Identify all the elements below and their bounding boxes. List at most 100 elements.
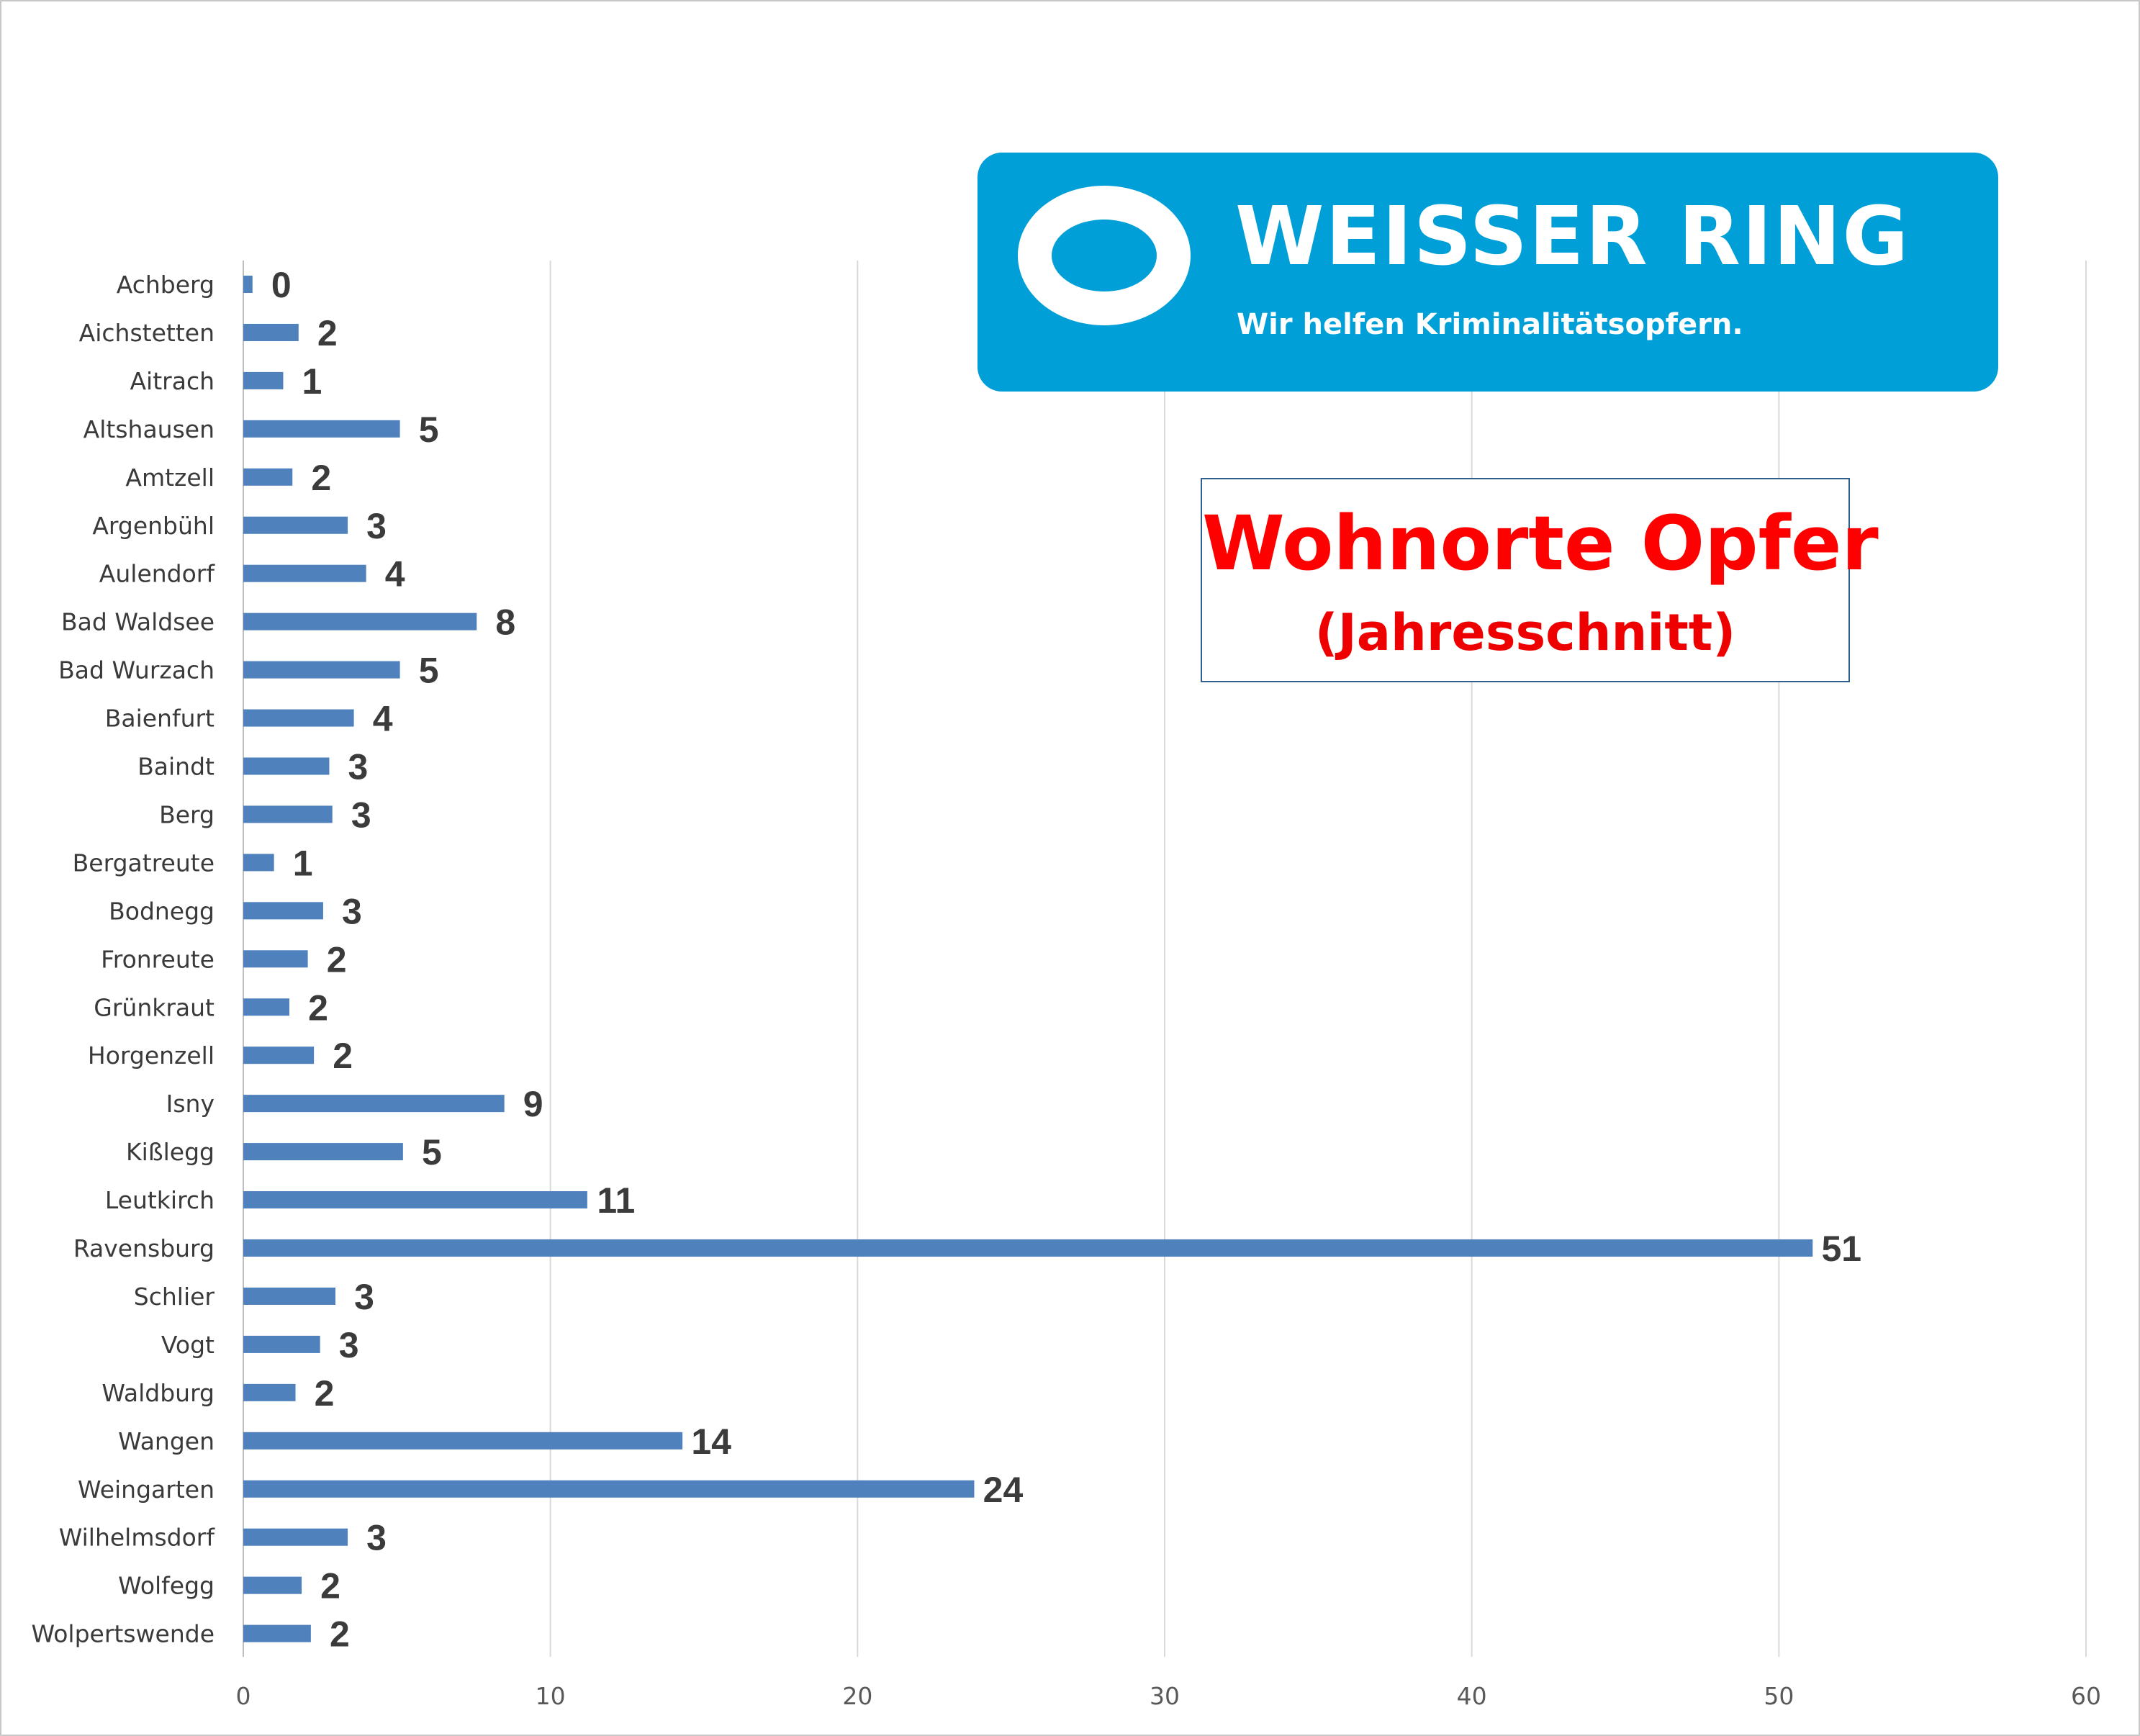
- bar: [243, 805, 333, 823]
- value-label: 3: [342, 891, 362, 931]
- category-label: Aitrach: [130, 367, 215, 395]
- value-label: 8: [495, 602, 515, 643]
- value-label: 2: [330, 1614, 350, 1655]
- value-label: 2: [315, 1373, 335, 1414]
- value-label: 3: [366, 1518, 387, 1558]
- bar: [243, 323, 299, 341]
- category-label: Wangen: [118, 1427, 215, 1455]
- category-label: Schlier: [134, 1283, 215, 1311]
- value-label: 4: [373, 699, 393, 739]
- category-label: Leutkirch: [105, 1186, 215, 1214]
- value-label: 4: [385, 554, 405, 595]
- value-label: 5: [419, 651, 439, 691]
- bar: [243, 854, 274, 872]
- value-label: 3: [354, 1277, 374, 1317]
- category-label: Baienfurt: [105, 705, 215, 733]
- category-label: Vogt: [161, 1331, 215, 1359]
- value-label: 0: [271, 265, 292, 305]
- category-label: Horgenzell: [88, 1041, 215, 1070]
- logo-tagline: Wir helfen Kriminalitätsopfern.: [1237, 308, 1743, 341]
- bar: [243, 1143, 403, 1161]
- bar: [243, 1239, 1813, 1257]
- value-label: 2: [333, 1036, 353, 1076]
- category-label: Isny: [166, 1090, 215, 1118]
- bar: [243, 1383, 296, 1401]
- category-label: Bad Waldsee: [61, 608, 215, 636]
- category-label: Aulendorf: [99, 560, 216, 588]
- value-label: 2: [308, 987, 328, 1028]
- category-label: Baindt: [137, 753, 215, 781]
- category-label: Ravensburg: [73, 1234, 215, 1262]
- ring-icon: [1018, 186, 1191, 325]
- category-label: Argenbühl: [92, 512, 215, 540]
- value-label: 3: [339, 1325, 359, 1365]
- weisser-ring-logo: WEISSER RING Wir helfen Kriminalitätsopf…: [978, 153, 1998, 392]
- bar: [243, 1095, 505, 1113]
- bar: [243, 1287, 335, 1305]
- value-label: 24: [983, 1470, 1024, 1510]
- category-label: Berg: [159, 800, 215, 828]
- labels: 0 10 20 30 40 50 60 Achberg 0 Aichstetten 2 Aitrach…: [32, 265, 2101, 1710]
- value-label: 3: [351, 795, 371, 835]
- category-label: Wolpertswende: [32, 1620, 215, 1648]
- category-label: Bergatreute: [73, 849, 215, 877]
- bar: [243, 516, 348, 534]
- value-label: 2: [311, 458, 331, 498]
- value-label: 3: [366, 506, 387, 546]
- value-label: 2: [317, 313, 338, 353]
- value-label: 5: [422, 1132, 442, 1172]
- value-label: 2: [320, 1566, 340, 1606]
- bar: [243, 1480, 975, 1498]
- x-tick-label: 0: [236, 1682, 251, 1710]
- chart-subtitle: (Jahresschnitt): [1314, 603, 1736, 662]
- value-label: 2: [327, 939, 347, 980]
- bar: [243, 1432, 683, 1450]
- bar: [243, 468, 293, 486]
- value-label: 51: [1821, 1229, 1861, 1269]
- bar: [243, 950, 308, 968]
- category-label: Wolfegg: [118, 1572, 215, 1600]
- category-label: Altshausen: [83, 415, 215, 443]
- bar: [243, 902, 323, 920]
- value-label: 9: [523, 1084, 543, 1124]
- value-label: 14: [691, 1421, 731, 1462]
- chart-title: Wohnorte Opfer: [1202, 499, 1879, 587]
- value-label: 11: [597, 1180, 635, 1221]
- value-label: 3: [348, 747, 369, 787]
- category-label: Bad Wurzach: [58, 656, 215, 684]
- category-label: Aichstetten: [79, 319, 215, 347]
- category-label: Amtzell: [125, 464, 215, 492]
- category-label: Waldburg: [101, 1379, 215, 1407]
- logo-name: WEISSER RING: [1235, 190, 1910, 284]
- category-label: Fronreute: [101, 945, 215, 973]
- category-label: Grünkraut: [94, 993, 215, 1021]
- x-tick-label: 30: [1150, 1682, 1180, 1710]
- x-tick-label: 50: [1764, 1682, 1794, 1710]
- title-box: Wohnorte Opfer (Jahresschnitt): [1201, 478, 1879, 682]
- bar: [243, 1046, 315, 1064]
- bar: [243, 661, 400, 679]
- category-label: Wilhelmsdorf: [59, 1524, 216, 1552]
- bar: [243, 420, 400, 438]
- bar: [243, 276, 253, 293]
- category-label: Achberg: [117, 271, 215, 299]
- x-tick-label: 20: [842, 1682, 872, 1710]
- x-tick-label: 60: [2071, 1682, 2101, 1710]
- x-tick-label: 40: [1457, 1682, 1487, 1710]
- bar: [243, 1576, 302, 1594]
- bar: [243, 757, 330, 775]
- category-label: Bodnegg: [109, 897, 215, 925]
- value-label: 1: [293, 843, 313, 883]
- bar: [243, 1528, 348, 1546]
- bar: [243, 564, 366, 582]
- bar: [243, 709, 354, 727]
- x-tick-label: 10: [536, 1682, 566, 1710]
- bar: [243, 1191, 587, 1209]
- category-label: Kißlegg: [126, 1138, 215, 1166]
- value-label: 5: [419, 410, 439, 450]
- bars: [243, 276, 1813, 1642]
- bar: [243, 371, 284, 389]
- bar: [243, 1335, 320, 1353]
- value-label: 1: [302, 361, 322, 402]
